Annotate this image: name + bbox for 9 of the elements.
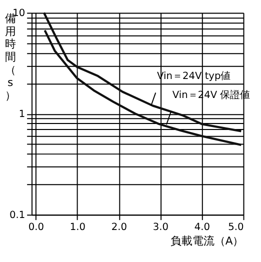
x-tick-label: 1.0 — [70, 222, 86, 233]
y-tick-label: 0.1 — [9, 210, 26, 222]
x-tick-label: 2.0 — [111, 222, 128, 233]
x-tick-label: 5.0 — [228, 222, 244, 233]
y-tick-label: 1 — [18, 109, 26, 120]
x-tick-label: 4.0 — [194, 222, 210, 233]
x-tick-label: 3.0 — [152, 222, 169, 233]
x-axis-title: 負載電流（A） — [170, 234, 244, 248]
x-tick-label: 0.0 — [28, 222, 44, 233]
